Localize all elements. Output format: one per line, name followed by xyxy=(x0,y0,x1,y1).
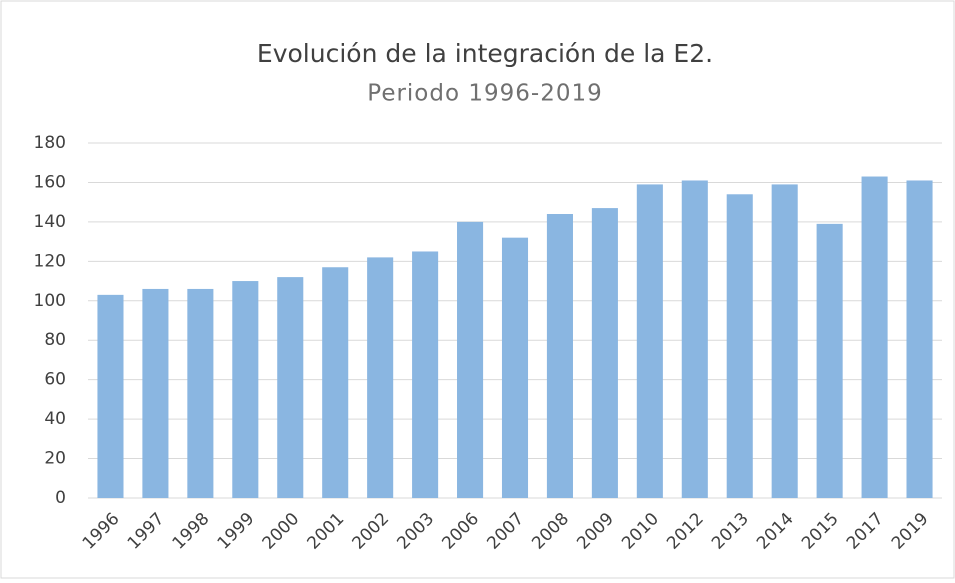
bar xyxy=(277,277,304,498)
bar xyxy=(546,214,573,498)
bar xyxy=(322,267,349,498)
bar xyxy=(861,176,888,498)
bar xyxy=(457,221,484,498)
bar xyxy=(636,184,663,498)
y-tick-label: 20 xyxy=(44,449,66,469)
bar xyxy=(726,194,753,498)
y-tick-label: 80 xyxy=(44,330,66,350)
bar xyxy=(771,184,798,498)
bar xyxy=(906,180,933,498)
chart-subtitle: Periodo 1996-2019 xyxy=(367,81,602,107)
y-tick-label: 180 xyxy=(34,133,66,153)
bar xyxy=(816,223,843,498)
y-tick-label: 120 xyxy=(34,251,66,271)
bar xyxy=(412,251,439,498)
y-tick-label: 160 xyxy=(34,172,66,192)
y-tick-label: 60 xyxy=(44,370,66,390)
bar xyxy=(97,294,124,498)
bar xyxy=(681,180,708,498)
bar xyxy=(501,237,529,498)
bar xyxy=(367,257,394,498)
bar xyxy=(142,288,169,498)
y-tick-label: 140 xyxy=(34,212,66,232)
bar xyxy=(591,208,618,499)
y-tick-label: 100 xyxy=(34,291,66,311)
bar xyxy=(187,288,214,498)
y-tick-label: 40 xyxy=(44,409,66,429)
bar xyxy=(232,281,259,498)
y-tick-label: 0 xyxy=(55,488,66,508)
chart-title: Evolución de la integración de la E2. xyxy=(257,39,713,68)
